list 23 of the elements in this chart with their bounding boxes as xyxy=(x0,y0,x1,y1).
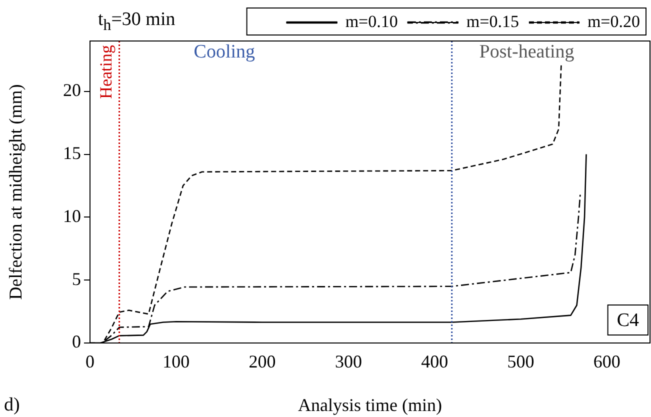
ref-line-label: Heating xyxy=(96,44,116,99)
legend-title: t$_{h}$=30 min xyxy=(98,9,176,35)
x-tick-label: 600 xyxy=(593,352,620,372)
y-tick-label: 15 xyxy=(63,142,81,163)
legend-label: m=0.20 xyxy=(587,12,640,31)
annotation: Post-heating xyxy=(479,41,575,62)
x-tick-label: 100 xyxy=(162,352,190,372)
legend-label: m=0.15 xyxy=(466,12,519,31)
x-tick-label: 500 xyxy=(507,352,534,372)
annotation: C4 xyxy=(616,310,640,331)
y-tick-label: 5 xyxy=(72,268,81,289)
text: d) xyxy=(4,394,20,416)
x-tick-label: 300 xyxy=(334,352,362,372)
y-axis-title: Delfection at midheight (mm) xyxy=(6,84,26,300)
y-tick-label: 20 xyxy=(63,80,81,100)
x-axis-title: Analysis time (min) xyxy=(298,394,442,415)
x-tick-label: 0 xyxy=(86,352,94,372)
x-tick-label: 200 xyxy=(248,352,276,372)
y-tick-label: 10 xyxy=(63,206,81,226)
x-tick-label: 400 xyxy=(421,352,448,372)
y-tick-label: 0 xyxy=(72,332,81,352)
legend-label: m=0.10 xyxy=(345,12,398,31)
annotation: Cooling xyxy=(194,41,256,62)
